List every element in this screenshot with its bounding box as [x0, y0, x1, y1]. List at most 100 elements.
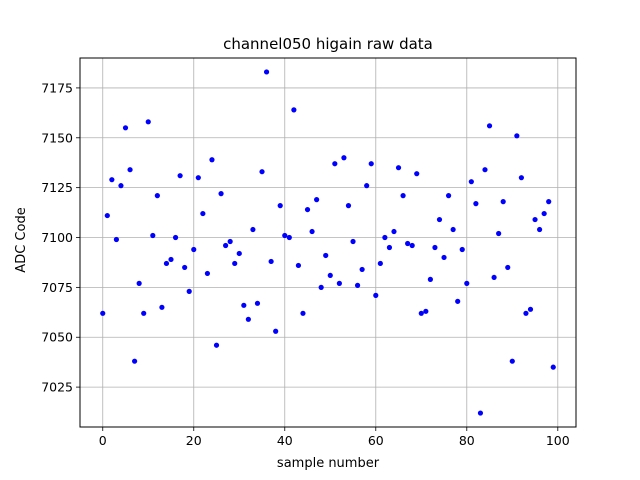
data-point [259, 169, 265, 175]
data-point [455, 298, 461, 304]
data-point [286, 234, 292, 241]
plot-frame [79, 57, 577, 428]
data-point [218, 191, 224, 197]
data-point [182, 264, 188, 271]
data-point [113, 236, 120, 243]
y-tick-label: 7025 [41, 380, 73, 395]
data-points [100, 69, 556, 416]
data-point [391, 228, 397, 235]
y-axis-ticks: 7025 7050 7075 7100 7125 7150 7175 [41, 80, 80, 395]
data-point [318, 284, 324, 290]
data-point [236, 250, 242, 257]
data-point [127, 167, 133, 173]
data-point [154, 193, 160, 199]
data-point [336, 280, 342, 286]
data-point [373, 292, 379, 298]
data-point [332, 161, 338, 167]
data-point [177, 173, 183, 179]
x-tick-label: 80 [459, 433, 475, 448]
x-tick-label: 60 [368, 433, 384, 448]
data-point [459, 246, 465, 253]
data-point [382, 234, 388, 241]
data-point [532, 216, 538, 223]
data-point [254, 300, 261, 306]
data-point [500, 199, 506, 205]
y-axis-label: ADC Code [14, 207, 29, 272]
data-point [395, 165, 402, 171]
data-point [468, 179, 474, 185]
data-point [473, 201, 479, 207]
data-point [523, 310, 529, 316]
data-point [209, 157, 215, 163]
data-point [409, 242, 415, 249]
data-point [405, 240, 411, 247]
data-point [150, 232, 156, 239]
x-tick-label: 0 [99, 433, 107, 448]
data-point [477, 410, 484, 416]
data-point [300, 310, 306, 316]
data-point [350, 238, 356, 245]
x-axis-label: sample number [277, 456, 380, 471]
data-point [445, 193, 452, 199]
data-point [418, 310, 424, 316]
data-point [268, 258, 274, 265]
data-point [172, 234, 179, 241]
x-axis-ticks: 0 20 40 60 80 100 [99, 427, 570, 448]
data-point [327, 272, 333, 279]
data-point [163, 260, 170, 267]
y-tick-label: 7050 [41, 330, 73, 345]
data-point [195, 175, 201, 181]
data-point [450, 226, 456, 233]
data-point [514, 133, 520, 139]
x-tick-label: 100 [546, 433, 570, 448]
data-point [427, 276, 433, 282]
data-point [223, 242, 229, 249]
data-point [550, 364, 556, 370]
data-point [136, 280, 142, 286]
data-point [364, 183, 370, 189]
data-point [277, 203, 283, 209]
grid-lines [80, 58, 576, 427]
data-point [309, 228, 315, 235]
data-point [509, 358, 515, 364]
data-point [482, 167, 488, 173]
data-point [536, 226, 543, 233]
data-point [291, 107, 297, 113]
data-point [377, 260, 383, 267]
data-point [191, 246, 197, 253]
data-point [436, 216, 443, 223]
y-tick-label: 7100 [41, 230, 73, 245]
data-point [345, 203, 352, 209]
y-tick-label: 7075 [41, 280, 73, 295]
data-point [200, 210, 206, 217]
y-tick-label: 7175 [41, 80, 73, 95]
data-point [527, 306, 534, 312]
data-point [282, 232, 288, 239]
data-point [263, 69, 270, 75]
data-point [104, 212, 110, 219]
data-point [204, 270, 211, 277]
data-point [109, 177, 115, 183]
data-point [295, 262, 302, 269]
data-point [186, 288, 192, 294]
data-point [441, 254, 447, 261]
data-point [464, 280, 470, 286]
data-point [141, 310, 147, 316]
data-point [122, 125, 129, 131]
y-tick-label: 7125 [41, 180, 73, 195]
data-point [546, 199, 552, 205]
data-point [227, 238, 233, 245]
data-point [323, 252, 329, 259]
data-point [250, 226, 256, 233]
data-point [432, 244, 438, 251]
data-point [273, 328, 279, 334]
data-point [496, 230, 502, 237]
data-point [314, 197, 320, 203]
data-point [232, 260, 238, 267]
data-point [145, 119, 151, 125]
data-point [354, 282, 361, 288]
data-point [168, 256, 174, 263]
x-tick-label: 20 [186, 433, 202, 448]
y-tick-label: 7150 [41, 130, 73, 145]
